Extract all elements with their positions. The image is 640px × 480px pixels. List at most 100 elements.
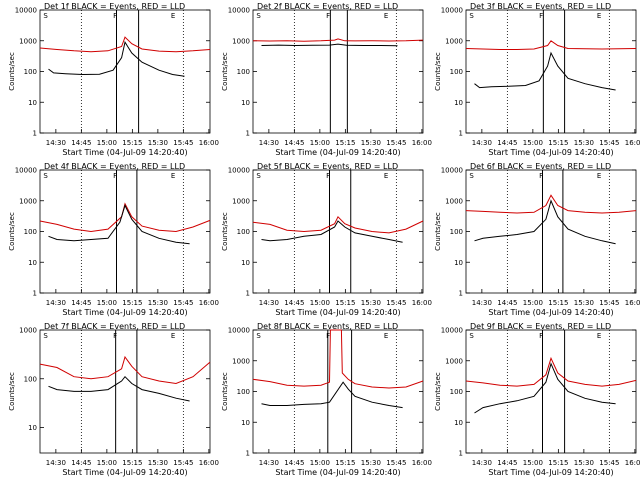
series-line-lld: [39, 36, 211, 53]
y-tick-label: 100: [450, 68, 463, 76]
marker-label: E: [597, 12, 601, 20]
series-line-lld: [39, 355, 211, 385]
y-tick-label: 100: [24, 68, 37, 76]
x-tick-label: 15:15: [548, 459, 568, 467]
plot-frame: [39, 329, 211, 454]
y-tick-label: 1: [246, 130, 250, 138]
series-line-events: [48, 204, 190, 245]
y-tick-label: 10000: [228, 327, 250, 335]
x-tick-label: 15:30: [361, 299, 381, 307]
x-tick-label: 15:30: [148, 459, 168, 467]
marker-label: E: [384, 172, 388, 180]
y-tick-label: 1: [246, 290, 250, 298]
series-line-lld: [252, 215, 424, 234]
chart-title: Det 2f BLACK = Events, RED = LLD: [257, 2, 398, 11]
y-tick-label: 10: [241, 259, 250, 267]
x-tick-label: 15:30: [574, 139, 594, 147]
y-axis-label: Counts/sec: [221, 212, 229, 251]
x-tick-label: 15:30: [574, 299, 594, 307]
x-tick-label: 15:45: [386, 459, 406, 467]
y-tick-label: 10000: [15, 7, 37, 15]
chart-title: Det 8f BLACK = Events, RED = LLD: [257, 322, 398, 331]
y-axis-label: Counts/sec: [8, 212, 16, 251]
x-axis-label: Start Time (04-Jul-09 14:20:40): [488, 308, 613, 317]
series-line-events: [474, 199, 616, 245]
y-tick-label: 1000: [445, 357, 463, 365]
y-tick-label: 1000: [445, 37, 463, 45]
x-tick-label: 16:00: [199, 139, 219, 147]
series-line-lld: [39, 202, 211, 233]
marker-label: S: [469, 332, 474, 340]
marker-label: E: [384, 332, 388, 340]
x-tick-label: 15:15: [122, 299, 142, 307]
x-tick-label: 16:00: [625, 139, 640, 147]
x-tick-label: 15:30: [574, 459, 594, 467]
x-tick-label: 14:30: [259, 459, 279, 467]
y-tick-label: 1000: [19, 37, 37, 45]
x-axis-label: Start Time (04-Jul-09 14:20:40): [62, 308, 187, 317]
y-tick-label: 1000: [232, 37, 250, 45]
x-tick-label: 15:45: [173, 459, 193, 467]
marker-label: S: [43, 332, 48, 340]
marker-label: E: [384, 12, 388, 20]
x-tick-label: 16:00: [412, 459, 432, 467]
x-tick-label: 14:45: [497, 459, 517, 467]
x-tick-label: 15:30: [361, 139, 381, 147]
y-tick-label: 1000: [232, 197, 250, 205]
x-tick-label: 15:00: [310, 459, 330, 467]
x-tick-label: 16:00: [412, 299, 432, 307]
chart-title: Det 6f BLACK = Events, RED = LLD: [470, 162, 611, 171]
series-line-events: [261, 43, 398, 47]
x-tick-label: 16:00: [625, 299, 640, 307]
x-tick-label: 14:45: [284, 459, 304, 467]
x-tick-label: 15:15: [122, 459, 142, 467]
y-axis-label: Counts/sec: [8, 52, 16, 91]
x-tick-label: 16:00: [412, 139, 432, 147]
marker-label: F: [113, 12, 117, 20]
x-tick-label: 14:30: [46, 459, 66, 467]
series-line-events: [261, 381, 403, 409]
x-tick-label: 15:00: [523, 139, 543, 147]
marker-label: F: [539, 12, 543, 20]
x-tick-label: 15:45: [173, 299, 193, 307]
marker-label: F: [539, 172, 543, 180]
x-tick-label: 15:00: [523, 459, 543, 467]
series-line-events: [474, 51, 616, 91]
x-tick-label: 14:30: [259, 299, 279, 307]
marker-label: F: [326, 12, 330, 20]
x-tick-label: 15:45: [599, 139, 619, 147]
chart-title: Det 1f BLACK = Events, RED = LLD: [44, 2, 185, 11]
x-tick-label: 15:45: [386, 299, 406, 307]
chart-title: Det 5f BLACK = Events, RED = LLD: [257, 162, 398, 171]
marker-label: F: [113, 332, 117, 340]
y-axis-label: Counts/sec: [434, 212, 442, 251]
marker-label: E: [171, 332, 175, 340]
chart-title: Det 9f BLACK = Events, RED = LLD: [470, 322, 611, 331]
x-tick-label: 15:00: [523, 299, 543, 307]
y-tick-label: 10000: [441, 7, 463, 15]
y-tick-label: 100: [450, 228, 463, 236]
series-line-events: [48, 375, 190, 402]
x-tick-label: 15:15: [335, 299, 355, 307]
y-tick-label: 10000: [441, 327, 463, 335]
x-tick-label: 14:45: [497, 299, 517, 307]
x-axis-label: Start Time (04-Jul-09 14:20:40): [488, 468, 613, 477]
y-tick-label: 1000: [445, 197, 463, 205]
series-line-lld: [465, 194, 637, 214]
y-tick-label: 100: [450, 388, 463, 396]
marker-label: F: [539, 332, 543, 340]
y-tick-label: 10: [28, 99, 37, 107]
y-tick-label: 1: [246, 450, 250, 458]
y-axis-label: Counts/sec: [221, 372, 229, 411]
chart-title: Det 7f BLACK = Events, RED = LLD: [44, 322, 185, 331]
x-tick-label: 14:30: [472, 299, 492, 307]
marker-label: S: [43, 172, 48, 180]
x-tick-label: 15:45: [599, 459, 619, 467]
x-tick-label: 15:45: [386, 139, 406, 147]
y-tick-label: 10000: [15, 167, 37, 175]
x-tick-label: 16:00: [625, 459, 640, 467]
